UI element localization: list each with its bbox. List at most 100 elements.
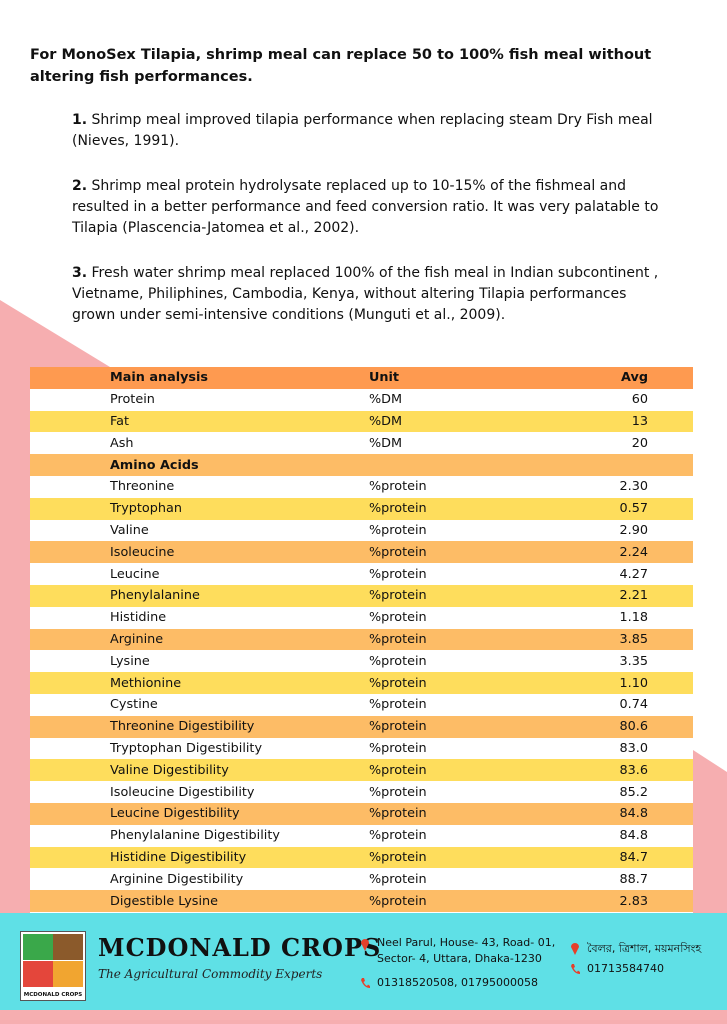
table-cell: Phenylalanine Digestibility bbox=[110, 828, 280, 844]
table-row: Arginine %protein 3.85 bbox=[30, 628, 693, 651]
table-cell: 1.18 bbox=[619, 610, 649, 626]
table-row: Tryptophan %protein 0.57 bbox=[30, 497, 693, 520]
table-cell: 2.30 bbox=[619, 479, 649, 495]
table-cell: %DM bbox=[369, 413, 403, 429]
table-row: Histidine %protein 1.18 bbox=[30, 606, 693, 629]
table-cell: Isoleucine Digestibility bbox=[110, 784, 255, 800]
table-row: Digestible Lysine %protein 2.83 bbox=[30, 890, 693, 912]
table-cell: %protein bbox=[369, 697, 427, 713]
pin-icon bbox=[361, 939, 369, 951]
table-row: Threonine %protein 2.30 bbox=[30, 475, 693, 498]
table-cell: %protein bbox=[369, 893, 427, 909]
intro: For MonoSex Tilapia, shrimp meal can rep… bbox=[30, 47, 652, 85]
table-row: Threonine Digestibility %protein 80.6 bbox=[30, 715, 693, 738]
table-row: Ash %DM 20 bbox=[30, 432, 693, 455]
table-cell: Histidine Digestibility bbox=[110, 849, 247, 865]
point-text: Shrimp meal improved tilapia performance… bbox=[72, 112, 653, 149]
table-cell: 3.85 bbox=[619, 631, 649, 647]
table-cell: 84.8 bbox=[619, 828, 649, 844]
table-cell: %protein bbox=[369, 871, 427, 887]
point: 1. Shrimp meal improved tilapia performa… bbox=[72, 110, 672, 152]
table-cell: %protein bbox=[369, 784, 427, 800]
phone: 01318520508, 01795000058 bbox=[377, 976, 538, 989]
pin-icon bbox=[571, 943, 579, 955]
table-cell: Digestible Lysine bbox=[110, 893, 218, 909]
table-cell: Isoleucine bbox=[110, 544, 175, 560]
table-row: Isoleucine Digestibility %protein 85.2 bbox=[30, 781, 693, 803]
logo: MCDONALD CROPS bbox=[20, 931, 86, 1001]
table-cell: %protein bbox=[369, 631, 427, 647]
table-cell: 88.7 bbox=[619, 871, 649, 887]
table-cell: Leucine bbox=[110, 566, 160, 582]
logo-text: MCDONALD CROPS bbox=[23, 992, 83, 998]
table-cell: 3.35 bbox=[619, 653, 649, 669]
address: Neel Parul, House- 43, Road- 01, Sector-… bbox=[377, 936, 556, 965]
table-cell: Phenylalanine bbox=[110, 588, 200, 604]
table-row: Methionine %protein 1.10 bbox=[30, 672, 693, 694]
point-num: 3. bbox=[72, 265, 88, 281]
table-cell: %protein bbox=[369, 566, 427, 582]
table-cell: %DM bbox=[369, 435, 403, 451]
table-row: Lysine %protein 3.35 bbox=[30, 650, 693, 673]
table-cell: Arginine Digestibility bbox=[110, 871, 244, 887]
table-cell: Tryptophan Digestibility bbox=[110, 740, 263, 756]
table-cell: 84.8 bbox=[619, 806, 649, 822]
brand: MCDONALD CROPS bbox=[98, 933, 382, 962]
table-cell: 0.74 bbox=[619, 697, 649, 713]
table-cell: %protein bbox=[369, 762, 427, 778]
table-cell: Methionine bbox=[110, 675, 182, 691]
table-cell: 84.7 bbox=[619, 849, 649, 865]
table-cell: %DM bbox=[369, 392, 403, 408]
table-cell: 60 bbox=[631, 392, 648, 408]
table-cell: Amino Acids bbox=[110, 457, 199, 473]
pink-shape bbox=[693, 750, 727, 913]
table-row: Fat %DM 13 bbox=[30, 410, 693, 433]
table-row: Arginine Digestibility %protein 88.7 bbox=[30, 868, 693, 891]
table-row: Amino Acids bbox=[30, 454, 693, 476]
table-cell: 83.6 bbox=[619, 762, 649, 778]
table-cell: %protein bbox=[369, 675, 427, 691]
header-cell: Avg bbox=[621, 370, 648, 386]
table-cell: 20 bbox=[631, 435, 648, 451]
table-cell: 85.2 bbox=[619, 784, 649, 800]
table-cell: 2.21 bbox=[619, 588, 649, 604]
table-cell: %protein bbox=[369, 740, 427, 756]
table-cell: %protein bbox=[369, 610, 427, 626]
table-cell: 13 bbox=[631, 413, 648, 429]
table-cell: %protein bbox=[369, 501, 427, 517]
table-cell: Tryptophan bbox=[110, 501, 182, 517]
point-num: 1. bbox=[72, 112, 88, 128]
table-cell: Leucine Digestibility bbox=[110, 806, 240, 822]
table-cell: Histidine bbox=[110, 610, 167, 626]
footer: MCDONALD CROPS MCDONALD CROPS The Agricu… bbox=[0, 913, 727, 1010]
table-row: Valine %protein 2.90 bbox=[30, 519, 693, 542]
table-cell: Fat bbox=[110, 413, 130, 429]
table-cell: 4.27 bbox=[619, 566, 649, 582]
table-cell: %protein bbox=[369, 653, 427, 669]
table-cell: Valine Digestibility bbox=[110, 762, 229, 778]
header-cell: Main analysis bbox=[110, 370, 209, 386]
header-cell: Unit bbox=[369, 370, 400, 386]
table-row: Phenylalanine %protein 2.21 bbox=[30, 584, 693, 607]
table-cell: Arginine bbox=[110, 631, 164, 647]
table-cell: Ash bbox=[110, 435, 134, 451]
table-cell: %protein bbox=[369, 719, 427, 735]
pink-shape bbox=[0, 300, 110, 913]
table-cell: %protein bbox=[369, 806, 427, 822]
table-header: Main analysis Unit Avg bbox=[30, 367, 693, 389]
table-cell: Threonine Digestibility bbox=[110, 719, 255, 735]
table-cell: Lysine bbox=[110, 653, 150, 669]
table-cell: Protein bbox=[110, 392, 155, 408]
table-row: Isoleucine %protein 2.24 bbox=[30, 541, 693, 564]
table-cell: %protein bbox=[369, 588, 427, 604]
table-cell: %protein bbox=[369, 479, 427, 495]
table-cell: %protein bbox=[369, 828, 427, 844]
table-cell: Valine bbox=[110, 522, 149, 538]
point-text: Shrimp meal protein hydrolysate replaced… bbox=[72, 178, 659, 236]
phone-icon bbox=[571, 964, 580, 974]
tagline: The Agricultural Commodity Experts bbox=[98, 967, 323, 981]
pink-strip bbox=[0, 1010, 727, 1024]
phone: 01713584740 bbox=[587, 962, 664, 975]
